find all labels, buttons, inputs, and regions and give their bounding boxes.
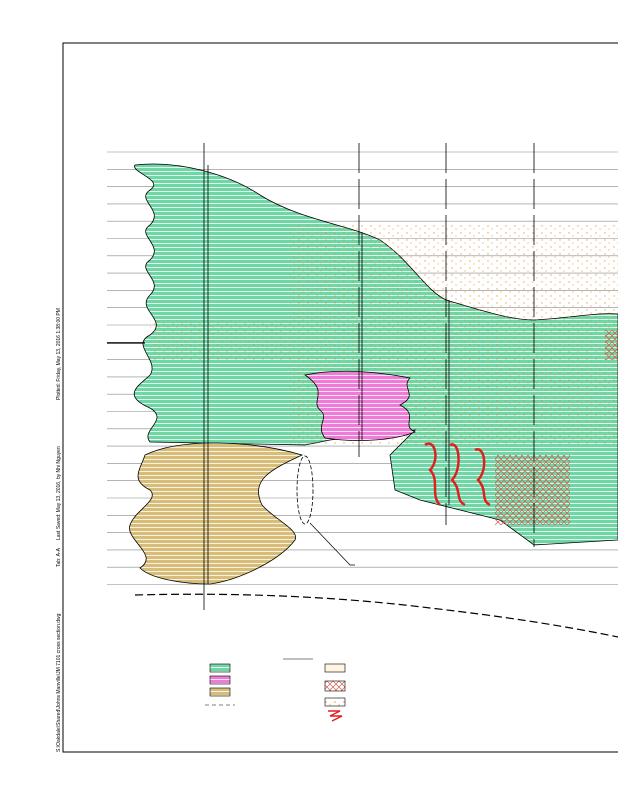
legend (205, 658, 346, 722)
file-path: S:\Oakdale\Shared\Johns Manville\JM 7101… (56, 613, 62, 752)
water-table (134, 593, 618, 638)
plotted-date: Plotted: Friday, May 13, 2016 1:38:00 PM (56, 308, 62, 400)
sheet-frame (62, 42, 618, 753)
sand-dots (150, 320, 290, 360)
well-lines (107, 143, 535, 610)
pink-unit (303, 370, 417, 441)
plot-stamp: S:\Oakdale\Shared\Johns Manville\JM 7101… (56, 308, 62, 752)
last-saved: Last Saved: May 13, 2016, by Nhi Nguyen (56, 446, 62, 540)
red-symbol (424, 442, 491, 507)
hatched-zone (495, 455, 570, 525)
hatched-zone (605, 330, 618, 360)
callout-ellipse (296, 455, 314, 525)
tan-unit (129, 442, 304, 585)
callout-leader (309, 522, 355, 566)
layout-tab: Tab: A-A (56, 547, 62, 567)
